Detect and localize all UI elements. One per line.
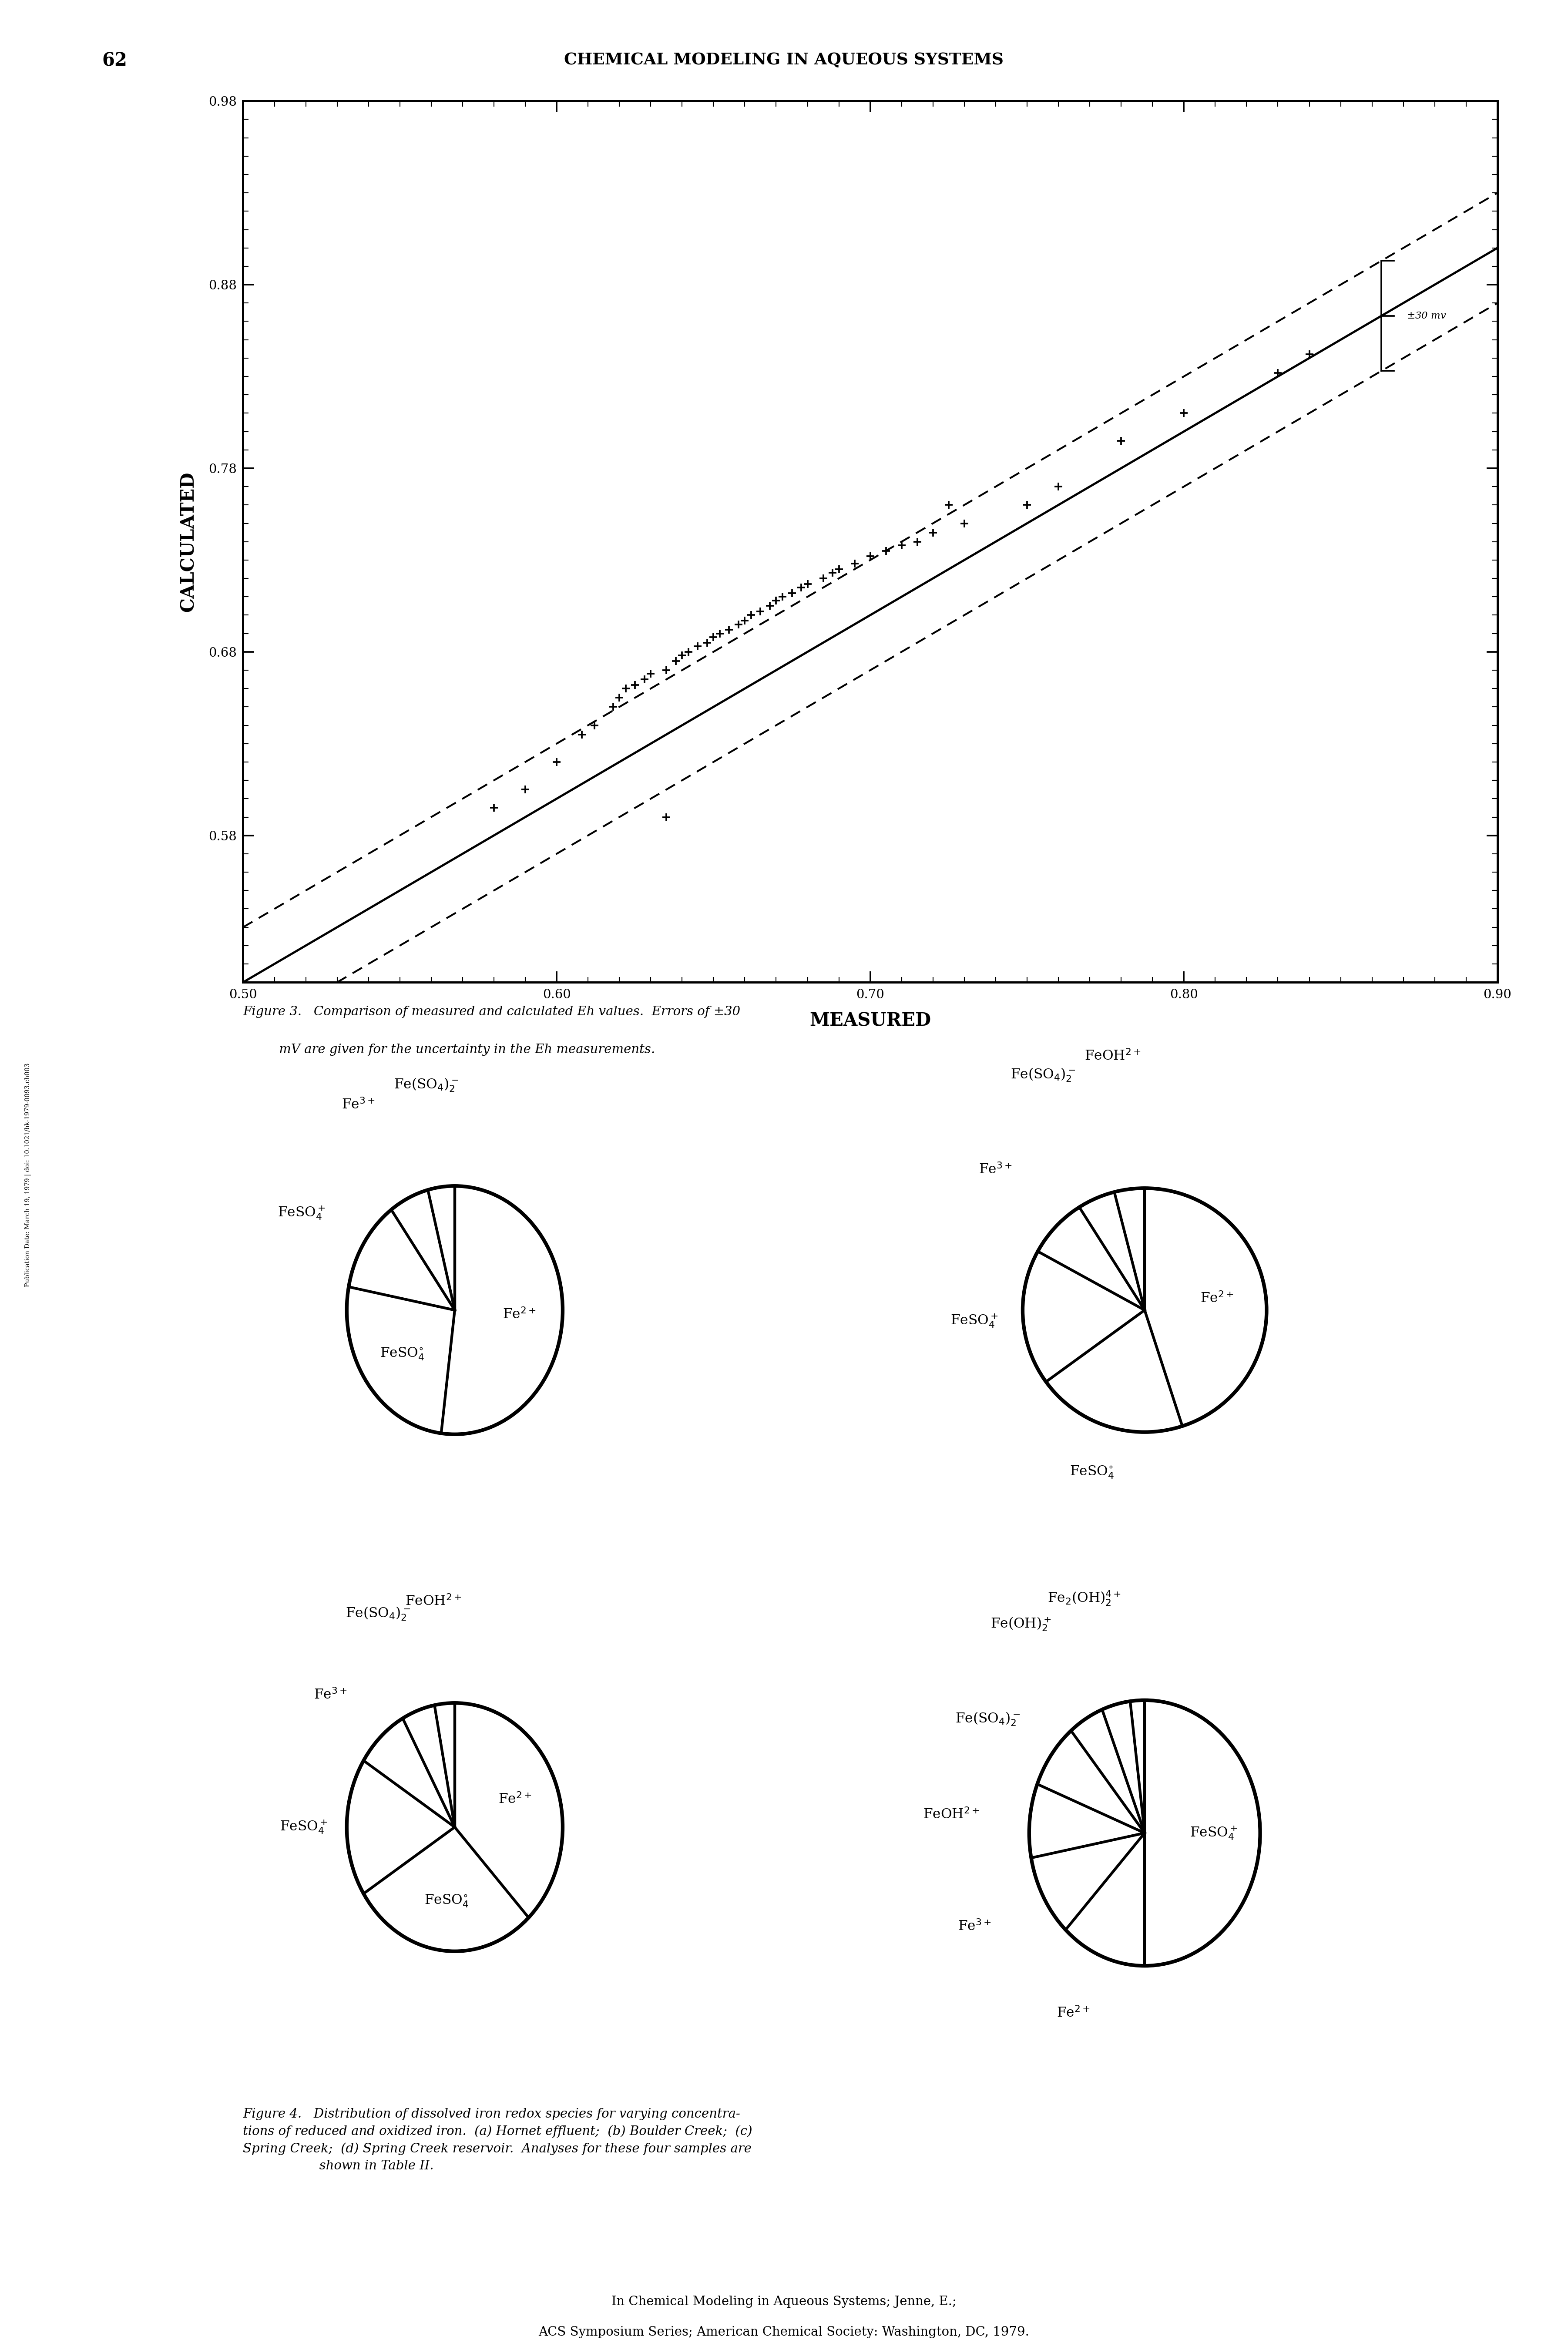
Text: FeSO$_4^+$: FeSO$_4^+$ bbox=[278, 1206, 326, 1222]
Text: FeOH$^{2+}$: FeOH$^{2+}$ bbox=[405, 1593, 461, 1607]
Text: FeOH$^{2+}$: FeOH$^{2+}$ bbox=[924, 1807, 980, 1821]
Text: Fe(SO$_4$)$_2^-$: Fe(SO$_4$)$_2^-$ bbox=[955, 1711, 1021, 1727]
Text: Fe(SO$_4$)$_2^-$: Fe(SO$_4$)$_2^-$ bbox=[1010, 1067, 1076, 1083]
Text: CHEMICAL MODELING IN AQUEOUS SYSTEMS: CHEMICAL MODELING IN AQUEOUS SYSTEMS bbox=[564, 52, 1004, 68]
Text: mV are given for the uncertainty in the Eh measurements.: mV are given for the uncertainty in the … bbox=[243, 1043, 655, 1055]
Text: Fe$_2$(OH)$_2^{4+}$: Fe$_2$(OH)$_2^{4+}$ bbox=[1047, 1589, 1121, 1607]
Text: Fe$^{2+}$: Fe$^{2+}$ bbox=[503, 1307, 536, 1321]
Text: Figure 3.   Comparison of measured and calculated Eh values.  Errors of ±30: Figure 3. Comparison of measured and cal… bbox=[243, 1006, 740, 1018]
Text: Fe$^{3+}$: Fe$^{3+}$ bbox=[314, 1687, 347, 1701]
Text: Fe$^{2+}$: Fe$^{2+}$ bbox=[499, 1793, 532, 1807]
Text: FeSO$_4^{\circ}$: FeSO$_4^{\circ}$ bbox=[1069, 1464, 1115, 1480]
Text: Fe$^{3+}$: Fe$^{3+}$ bbox=[978, 1163, 1011, 1177]
Text: FeOH$^{2+}$: FeOH$^{2+}$ bbox=[1085, 1048, 1142, 1062]
Text: Fe$^{3+}$: Fe$^{3+}$ bbox=[342, 1097, 375, 1112]
Text: 62: 62 bbox=[102, 52, 127, 70]
Text: FeSO$_4^+$: FeSO$_4^+$ bbox=[279, 1819, 328, 1835]
Text: Publication Date: March 19, 1979 | doi: 10.1021/bk-1979-0093.ch003: Publication Date: March 19, 1979 | doi: … bbox=[25, 1062, 31, 1288]
X-axis label: MEASURED: MEASURED bbox=[809, 1013, 931, 1029]
Text: FeSO$_4^{\circ}$: FeSO$_4^{\circ}$ bbox=[379, 1347, 425, 1361]
Text: FeSO$_4^+$: FeSO$_4^+$ bbox=[1190, 1826, 1237, 1840]
Y-axis label: CALCULATED: CALCULATED bbox=[179, 472, 198, 611]
Text: Fe(SO$_4$)$_2^-$: Fe(SO$_4$)$_2^-$ bbox=[394, 1076, 459, 1093]
Text: Fe$^{2+}$: Fe$^{2+}$ bbox=[1057, 2007, 1090, 2021]
Text: Fe$^{2+}$: Fe$^{2+}$ bbox=[1200, 1293, 1234, 1307]
Text: ACS Symposium Series; American Chemical Society: Washington, DC, 1979.: ACS Symposium Series; American Chemical … bbox=[538, 2326, 1030, 2338]
Text: FeSO$_4^{\circ}$: FeSO$_4^{\circ}$ bbox=[425, 1894, 469, 1908]
Text: FeSO$_4^+$: FeSO$_4^+$ bbox=[950, 1314, 999, 1330]
Text: Fe(OH)$_2^+$: Fe(OH)$_2^+$ bbox=[991, 1617, 1052, 1633]
Text: Fe(SO$_4$)$_2^-$: Fe(SO$_4$)$_2^-$ bbox=[345, 1605, 411, 1621]
Text: Figure 4.   Distribution of dissolved iron redox species for varying concentra-
: Figure 4. Distribution of dissolved iron… bbox=[243, 2108, 753, 2171]
Text: Fe$^{3+}$: Fe$^{3+}$ bbox=[958, 1920, 991, 1934]
Text: $\pm$30 mv: $\pm$30 mv bbox=[1406, 310, 1447, 320]
Text: In Chemical Modeling in Aqueous Systems; Jenne, E.;: In Chemical Modeling in Aqueous Systems;… bbox=[612, 2296, 956, 2308]
